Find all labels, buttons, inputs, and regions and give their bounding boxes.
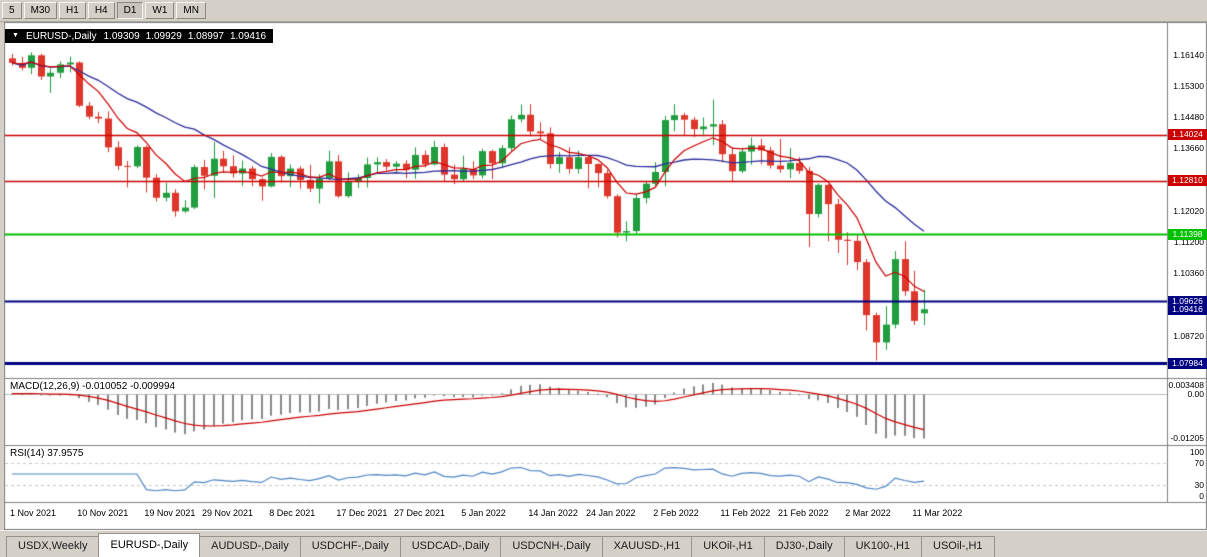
chart-window: ▼ EURUSD-,Daily 1.09309 1.09929 1.08997 …	[4, 22, 1207, 530]
rsi-label: RSI(14) 37.9575	[10, 448, 84, 459]
macd-label: MACD(12,26,9) -0.010052 -0.009994	[10, 381, 176, 392]
symbol-tab-ukoil-h1[interactable]: UKOil-,H1	[691, 536, 765, 557]
timeframe-toolbar: 5 M30 H1 H4 D1 W1 MN	[0, 0, 1207, 22]
collapse-icon[interactable]: ▼	[12, 32, 19, 39]
chart-symbol-period: EURUSD-,Daily	[25, 30, 97, 42]
open-value: 1.09309	[103, 30, 140, 42]
timeframe-button-d1[interactable]: D1	[116, 2, 144, 19]
symbol-tabbar: USDX,Weekly EURUSD-,Daily AUDUSD-,Daily USD…	[0, 530, 1207, 557]
symbol-tab-usdchf-daily[interactable]: USDCHF-,Daily	[299, 536, 401, 557]
chart-title-bar: ▼ EURUSD-,Daily 1.09309 1.09929 1.08997 …	[5, 29, 274, 43]
symbol-tab-usdcnh-daily[interactable]: USDCNH-,Daily	[500, 536, 603, 557]
symbol-tab-usdx-weekly[interactable]: USDX,Weekly	[6, 536, 100, 557]
low-value: 1.08997	[187, 30, 224, 42]
symbol-tab-usoil-h1[interactable]: USOil-,H1	[921, 536, 995, 557]
timeframe-button-h1[interactable]: H1	[59, 2, 86, 19]
symbol-tab-usdcad-daily[interactable]: USDCAD-,Daily	[399, 536, 502, 557]
symbol-tab-xauusd-h1[interactable]: XAUUSD-,H1	[601, 536, 693, 557]
high-value: 1.09929	[145, 30, 182, 42]
timeframe-button-5[interactable]: 5	[2, 2, 22, 19]
price-chart-canvas[interactable]	[4, 22, 1207, 530]
timeframe-button-m30[interactable]: M30	[23, 2, 58, 19]
symbol-tab-uk100-h1[interactable]: UK100-,H1	[843, 536, 923, 557]
ohlc-readout: 1.09309 1.09929 1.08997 1.09416	[104, 31, 267, 42]
timeframe-button-w1[interactable]: W1	[145, 2, 175, 19]
timeframe-button-h4[interactable]: H4	[87, 2, 115, 19]
timeframe-button-mn[interactable]: MN	[176, 2, 206, 19]
close-value: 1.09416	[229, 30, 267, 42]
symbol-tab-audusd-daily[interactable]: AUDUSD-,Daily	[199, 536, 301, 557]
symbol-tab-dj30-daily[interactable]: DJ30-,Daily	[763, 536, 845, 557]
symbol-tab-eurusd-daily[interactable]: EURUSD-,Daily	[98, 533, 201, 557]
